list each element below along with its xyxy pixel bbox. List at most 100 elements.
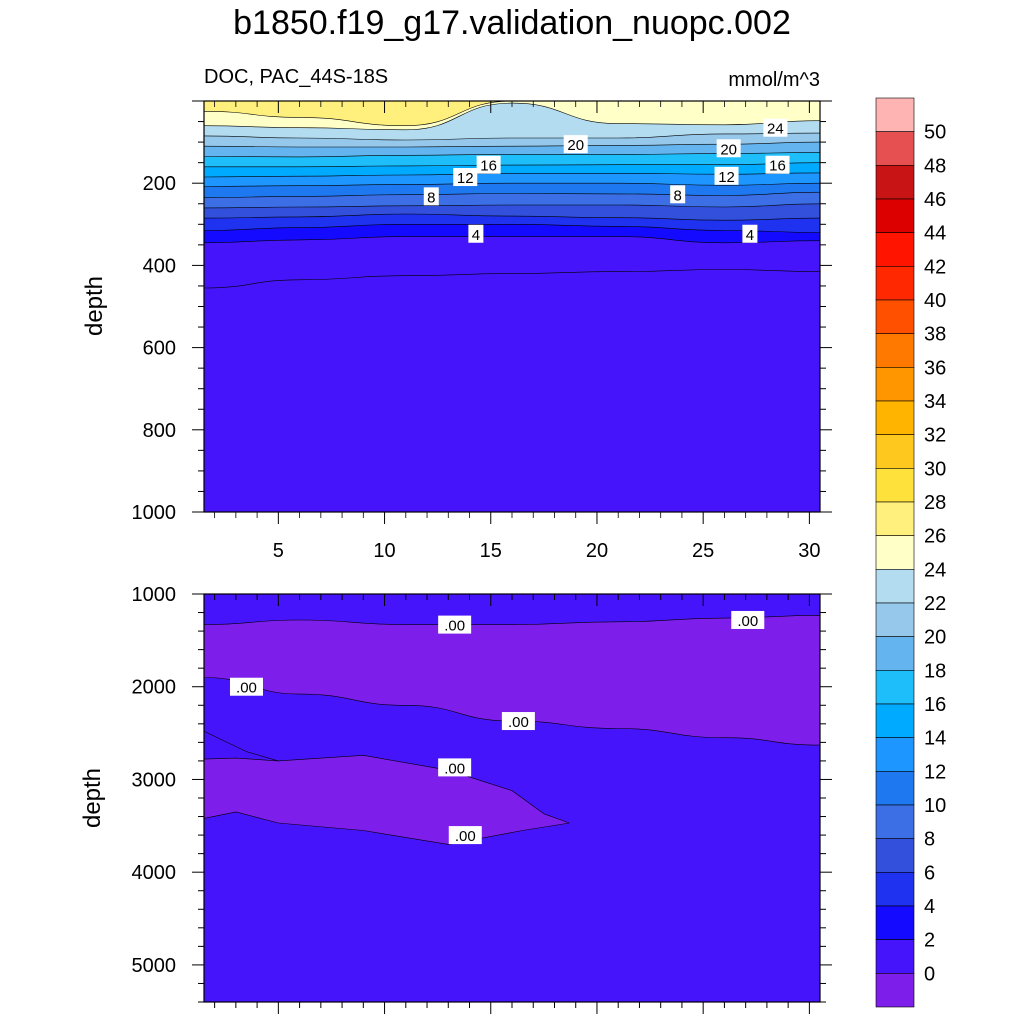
svg-text:8: 8 bbox=[674, 187, 682, 204]
upper-contour-line-8 bbox=[203, 203, 821, 209]
lower-contour-label-1: .00 bbox=[731, 610, 765, 630]
lower-contour-fills bbox=[203, 594, 821, 1002]
upper-x-tick-label: 5 bbox=[273, 540, 284, 562]
upper-contour-label-2: 20 bbox=[716, 139, 741, 158]
upper-contour-label-3: 16 bbox=[476, 155, 501, 175]
svg-text:.00: .00 bbox=[236, 680, 257, 697]
colorbar-swatch bbox=[875, 400, 915, 435]
svg-text:.00: .00 bbox=[455, 828, 476, 845]
upper-y-tick-label: 400 bbox=[143, 255, 176, 277]
lower-y-tick-label: 1000 bbox=[132, 584, 177, 606]
upper-contour-line-4 bbox=[203, 223, 821, 233]
colorbar-label: 32 bbox=[924, 425, 946, 447]
upper-contour-line-6 bbox=[203, 213, 821, 221]
colorbar-label: 16 bbox=[924, 694, 946, 716]
colorbar-label: 22 bbox=[924, 593, 946, 615]
colorbar-swatch bbox=[875, 905, 915, 940]
colorbar-swatch bbox=[875, 198, 915, 233]
colorbar-swatch bbox=[875, 973, 915, 1008]
colorbar-swatch bbox=[875, 97, 915, 132]
svg-text:12: 12 bbox=[718, 169, 735, 186]
colorbar-swatch bbox=[875, 535, 915, 570]
colorbar-swatch bbox=[875, 737, 915, 772]
svg-text:8: 8 bbox=[427, 189, 435, 206]
colorbar-swatch bbox=[875, 771, 915, 806]
colorbar-label: 12 bbox=[924, 761, 946, 783]
colorbar-label: 38 bbox=[924, 324, 946, 346]
svg-text:24: 24 bbox=[767, 121, 784, 138]
upper-x-tick-label: 25 bbox=[692, 540, 714, 562]
upper-contour-line-12 bbox=[203, 182, 821, 187]
upper-x-tick-label: 30 bbox=[798, 540, 820, 562]
svg-text:20: 20 bbox=[720, 141, 737, 158]
lower-contour-line-left bbox=[203, 730, 279, 762]
colorbar-label: 14 bbox=[924, 728, 946, 750]
lower-y-tick-label: 3000 bbox=[132, 769, 177, 791]
lower-contour-label-4: .00 bbox=[438, 758, 472, 777]
colorbar-label: 20 bbox=[924, 627, 946, 649]
colorbar-swatch bbox=[875, 602, 915, 637]
svg-text:.00: .00 bbox=[508, 714, 529, 731]
upper-contour-line-16 bbox=[203, 162, 821, 168]
colorbar-label: 42 bbox=[924, 256, 946, 278]
upper-y-axis-title: depth bbox=[81, 276, 108, 336]
upper-contour-line-0 bbox=[203, 269, 821, 289]
upper-x-tick-label: 10 bbox=[373, 540, 395, 562]
colorbar-label: 50 bbox=[924, 122, 946, 144]
colorbar-swatch bbox=[875, 367, 915, 402]
upper-contour-line-2 bbox=[203, 236, 821, 244]
colorbar-swatch bbox=[875, 939, 915, 974]
upper-panel: DOC, PAC_44S-18S mmol/m^3 24 20 20 16 16 12 12… bbox=[81, 66, 832, 562]
upper-contour-label-10: 4 bbox=[742, 224, 758, 244]
colorbar-swatch bbox=[875, 703, 915, 738]
colorbar-swatch bbox=[875, 838, 915, 873]
svg-text:4: 4 bbox=[472, 227, 480, 244]
upper-axes: 5 10 15 20 25 30 200 400 600 800 1000 bbox=[132, 100, 832, 562]
colorbar-swatch bbox=[875, 804, 915, 839]
colorbar-label: 10 bbox=[924, 795, 946, 817]
colorbar-swatch bbox=[875, 266, 915, 301]
colorbar-swatch bbox=[875, 165, 915, 200]
upper-y-tick-label: 1000 bbox=[132, 502, 177, 524]
upper-contour-fills bbox=[204, 101, 820, 513]
colorbar-label: 26 bbox=[924, 526, 946, 548]
colorbar-label: 40 bbox=[924, 290, 946, 312]
svg-text:16: 16 bbox=[769, 158, 786, 175]
upper-contour-label-0: 24 bbox=[763, 118, 788, 138]
upper-x-tick-label: 15 bbox=[480, 540, 502, 562]
colorbar-swatch bbox=[875, 333, 915, 368]
upper-contour-label-7: 8 bbox=[423, 187, 439, 206]
colorbar-swatch bbox=[875, 569, 915, 604]
lower-panel: .00.00.00.00.00.00 10002000300040005000 … bbox=[79, 584, 832, 1014]
upper-panel-right-label: mmol/m^3 bbox=[728, 69, 820, 91]
upper-fill-below-0 bbox=[204, 269, 820, 512]
colorbar: 5048464442403836343230282624222018161412… bbox=[875, 97, 946, 1008]
colorbar-swatch bbox=[875, 636, 915, 671]
upper-contour-line-22 bbox=[203, 132, 821, 141]
colorbar-label: 34 bbox=[924, 391, 946, 413]
lower-axes: 1000 2000 3000 4000 5000 bbox=[132, 584, 832, 1014]
colorbar-swatch bbox=[875, 872, 915, 907]
svg-text:20: 20 bbox=[567, 137, 584, 154]
svg-text:4: 4 bbox=[746, 227, 754, 244]
svg-text:.00: .00 bbox=[444, 760, 465, 777]
svg-text:.00: .00 bbox=[737, 613, 758, 630]
lower-y-axis-title: depth bbox=[79, 768, 106, 828]
colorbar-label: 46 bbox=[924, 189, 946, 211]
upper-contour-label-6: 12 bbox=[714, 166, 739, 186]
colorbar-swatch bbox=[875, 670, 915, 705]
lower-contour-label-0: .00 bbox=[438, 615, 472, 635]
upper-contour-label-1: 20 bbox=[563, 135, 588, 154]
upper-contour-labels: 24 20 20 16 16 12 12 8 8 4 4 bbox=[423, 118, 790, 244]
lower-contour-labels: .00 .00 .00 .00 .00 .00 bbox=[229, 610, 765, 845]
svg-text:12: 12 bbox=[457, 170, 474, 187]
colorbar-swatch bbox=[875, 131, 915, 166]
colorbar-swatch bbox=[875, 501, 915, 536]
colorbar-swatch bbox=[875, 299, 915, 334]
lower-contour-lines bbox=[203, 730, 279, 762]
colorbar-label: 28 bbox=[924, 492, 946, 514]
svg-text:.00: .00 bbox=[444, 618, 465, 635]
upper-contour-lines bbox=[203, 100, 821, 289]
upper-y-tick-label: 800 bbox=[143, 420, 176, 442]
colorbar-label: 8 bbox=[924, 829, 935, 851]
